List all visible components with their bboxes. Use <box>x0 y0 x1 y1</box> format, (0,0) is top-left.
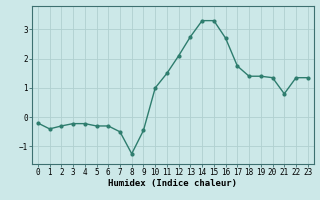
X-axis label: Humidex (Indice chaleur): Humidex (Indice chaleur) <box>108 179 237 188</box>
